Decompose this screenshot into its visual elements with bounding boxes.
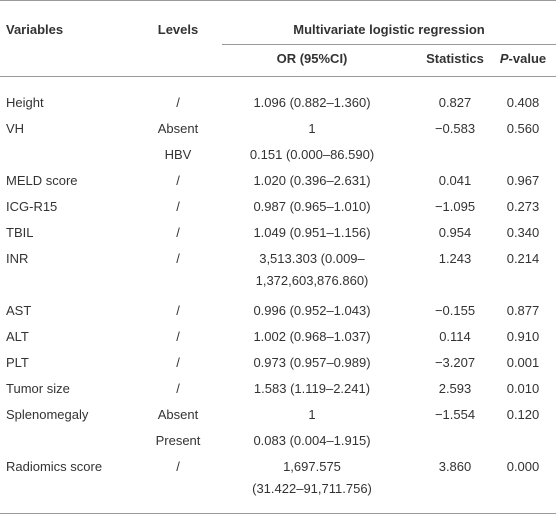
cell: 0.408	[506, 95, 540, 110]
cell: /	[176, 173, 180, 188]
cell: 1.002 (0.968–1.037)	[253, 329, 371, 344]
cell: TBIL	[6, 225, 34, 240]
cell: Height	[6, 95, 44, 110]
cell: /	[176, 251, 180, 266]
cell: −0.155	[434, 303, 476, 318]
cell: Tumor size	[6, 381, 70, 396]
header-text: -value	[508, 51, 547, 66]
cell: ALT	[6, 329, 29, 344]
cell: /	[176, 303, 180, 318]
cell: ICG-R15	[6, 199, 58, 214]
cell: 0.877	[506, 303, 540, 318]
header-cell: Variables	[6, 22, 64, 37]
cell: 0.114	[439, 329, 471, 344]
cell: 2.593	[438, 381, 472, 396]
cell: 0.214	[506, 251, 540, 266]
cell: 1	[308, 121, 316, 136]
rule	[0, 0, 556, 1]
cell: 0.340	[506, 225, 540, 240]
cell: −1.554	[434, 407, 476, 422]
cell: 0.151 (0.000–86.590)	[249, 147, 375, 162]
header-cell: Levels	[157, 22, 199, 37]
cell: AST	[6, 303, 32, 318]
cell: Absent	[157, 407, 199, 422]
cell: −3.207	[434, 355, 476, 370]
cell: VH	[6, 121, 25, 136]
cell: −1.095	[434, 199, 476, 214]
cell: 0.996 (0.952–1.043)	[253, 303, 371, 318]
cell: Absent	[157, 121, 199, 136]
cell: /	[176, 459, 180, 474]
cell: 0.967	[506, 173, 540, 188]
cell: 0.120	[506, 407, 540, 422]
cell: 0.560	[506, 121, 540, 136]
cell: 0.827	[438, 95, 472, 110]
cell: Splenomegaly	[6, 407, 89, 422]
cell: /	[176, 355, 180, 370]
cell: 0.083 (0.004–1.915)	[253, 433, 371, 448]
cell: /	[176, 225, 180, 240]
cell: 0.010	[506, 381, 540, 396]
cell: 3,513.303 (0.009–	[259, 251, 365, 266]
cell: PLT	[6, 355, 29, 370]
rule	[0, 76, 556, 77]
header-cell: OR (95%CI)	[276, 51, 348, 66]
cell: 1.049 (0.951–1.156)	[253, 225, 371, 240]
rule	[222, 44, 556, 45]
cell: Present	[155, 433, 201, 448]
cell: 0.954	[438, 225, 472, 240]
cell: HBV	[164, 147, 192, 162]
header-cell: P-value	[490, 48, 556, 70]
cell: 0.041	[438, 173, 472, 188]
cell: /	[176, 329, 180, 344]
cell: 0.000	[506, 459, 540, 474]
cell: 1,372,603,876.860)	[255, 273, 369, 288]
header-cell: Multivariate logistic regression	[293, 22, 485, 37]
cell: 1,697.575	[283, 459, 341, 474]
cell: /	[176, 381, 180, 396]
cell: 1.583 (1.119–2.241)	[253, 381, 371, 396]
cell: /	[176, 95, 180, 110]
cell: 0.001	[506, 355, 540, 370]
header-cell: Statistics	[426, 51, 484, 66]
cell: 0.987 (0.965–1.010)	[253, 199, 371, 214]
cell: (31.422–91,711.756)	[252, 481, 372, 496]
cell: 3.860	[438, 459, 472, 474]
cell: INR	[6, 251, 29, 266]
cell: 1	[308, 407, 316, 422]
cell: −0.583	[434, 121, 476, 136]
cell: 1.243	[438, 251, 472, 266]
cell: MELD score	[6, 173, 78, 188]
cell: 0.273	[506, 199, 540, 214]
cell: /	[176, 199, 180, 214]
cell: Radiomics score	[6, 459, 103, 474]
cell: 0.973 (0.957–0.989)	[253, 355, 371, 370]
cell: 1.020 (0.396–2.631)	[253, 173, 371, 188]
header-text: P	[499, 51, 509, 66]
cell: 0.910	[506, 329, 540, 344]
cell: 1.096 (0.882–1.360)	[253, 95, 371, 110]
